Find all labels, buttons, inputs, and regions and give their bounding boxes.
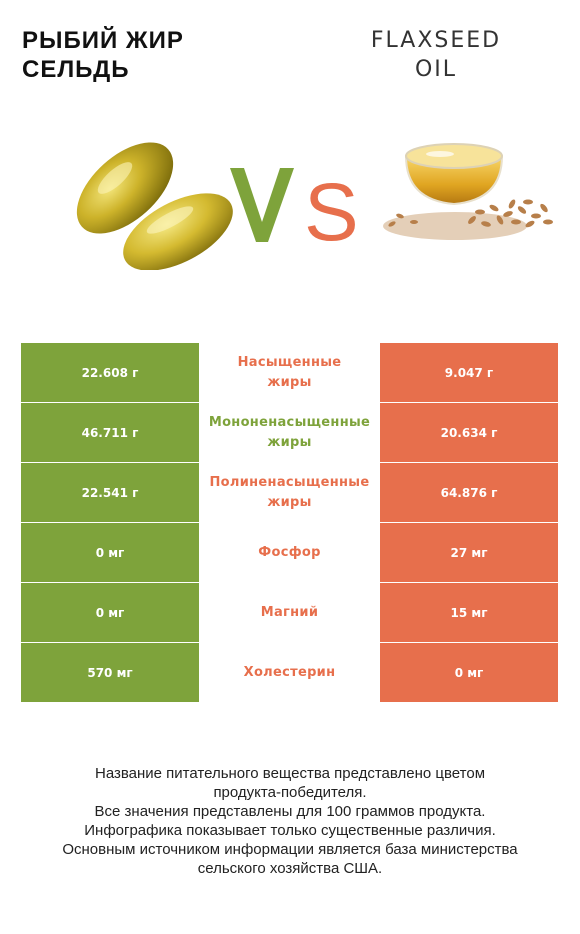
right-title-line2: OIL [414, 57, 458, 82]
nutrient-label: Фосфор [258, 544, 321, 560]
vs-letter-s: S [304, 167, 356, 250]
left-title-line1: РЫБИЙ ЖИР [22, 27, 184, 54]
footer-line: Название питательного вещества представл… [94, 765, 486, 782]
comparison-row: 0 мг Фосфор 27 мг [21, 522, 558, 583]
footer-line: сельского хозяйства США. [197, 860, 383, 877]
nutrient-label: Мононенасыщенные жиры [208, 414, 371, 450]
vs-graphic: S [230, 167, 356, 250]
right-product-title: FLAXSEED OIL [356, 26, 516, 84]
nutrient-cell: Насыщенные жиры [199, 343, 380, 403]
left-value: 0 мг [21, 522, 199, 583]
nutrient-label: Магний [260, 604, 319, 620]
left-product-title: РЫБИЙ ЖИР СЕЛЬДЬ [22, 26, 242, 84]
fish-oil-capsules-image [76, 142, 233, 270]
nutrient-label: Холестерин [243, 664, 336, 680]
right-value: 0 мг [380, 642, 558, 703]
left-value: 0 мг [21, 582, 199, 643]
footer-line: Все значения представлены для 100 граммо… [94, 803, 486, 820]
nutrient-cell: Холестерин [199, 642, 380, 703]
footer-line: Инфографика показывает только существенн… [84, 822, 496, 839]
right-value: 27 мг [380, 522, 558, 583]
comparison-row: 0 мг Магний 15 мг [21, 582, 558, 643]
right-value: 15 мг [380, 582, 558, 643]
comparison-row: 46.711 г Мононенасыщенные жиры 20.634 г [21, 402, 558, 463]
comparison-table: 22.608 г Насыщенные жиры 9.047 г 46.711 г Мон… [21, 343, 558, 703]
vs-letter-v [230, 168, 294, 242]
left-title-line2: СЕЛЬДЬ [22, 56, 130, 83]
right-value: 64.876 г [380, 462, 558, 523]
right-title-line1: FLAXSEED [370, 28, 502, 53]
comparison-row: 22.608 г Насыщенные жиры 9.047 г [21, 343, 558, 403]
nutrient-cell: Фосфор [199, 522, 380, 583]
right-value: 9.047 г [380, 343, 558, 403]
right-value: 20.634 г [380, 402, 558, 463]
footer-notes: Название питательного вещества представл… [10, 764, 570, 878]
nutrient-label: Полиненасыщенные жиры [209, 474, 370, 510]
left-value: 570 мг [21, 642, 199, 703]
left-value: 22.608 г [21, 343, 199, 403]
flaxseed-oil-image [383, 143, 553, 240]
left-value: 22.541 г [21, 462, 199, 523]
nutrient-cell: Полиненасыщенные жиры [199, 462, 380, 523]
nutrient-label: Насыщенные жиры [237, 354, 342, 390]
footer-line: Основным источником информации является … [62, 841, 518, 858]
comparison-row: 22.541 г Полиненасыщенные жиры 64.876 г [21, 462, 558, 523]
nutrient-cell: Мононенасыщенные жиры [199, 402, 380, 463]
left-value: 46.711 г [21, 402, 199, 463]
nutrient-cell: Магний [199, 582, 380, 643]
comparison-row: 570 мг Холестерин 0 мг [21, 642, 558, 703]
footer-line: продукта-победителя. [213, 784, 367, 801]
